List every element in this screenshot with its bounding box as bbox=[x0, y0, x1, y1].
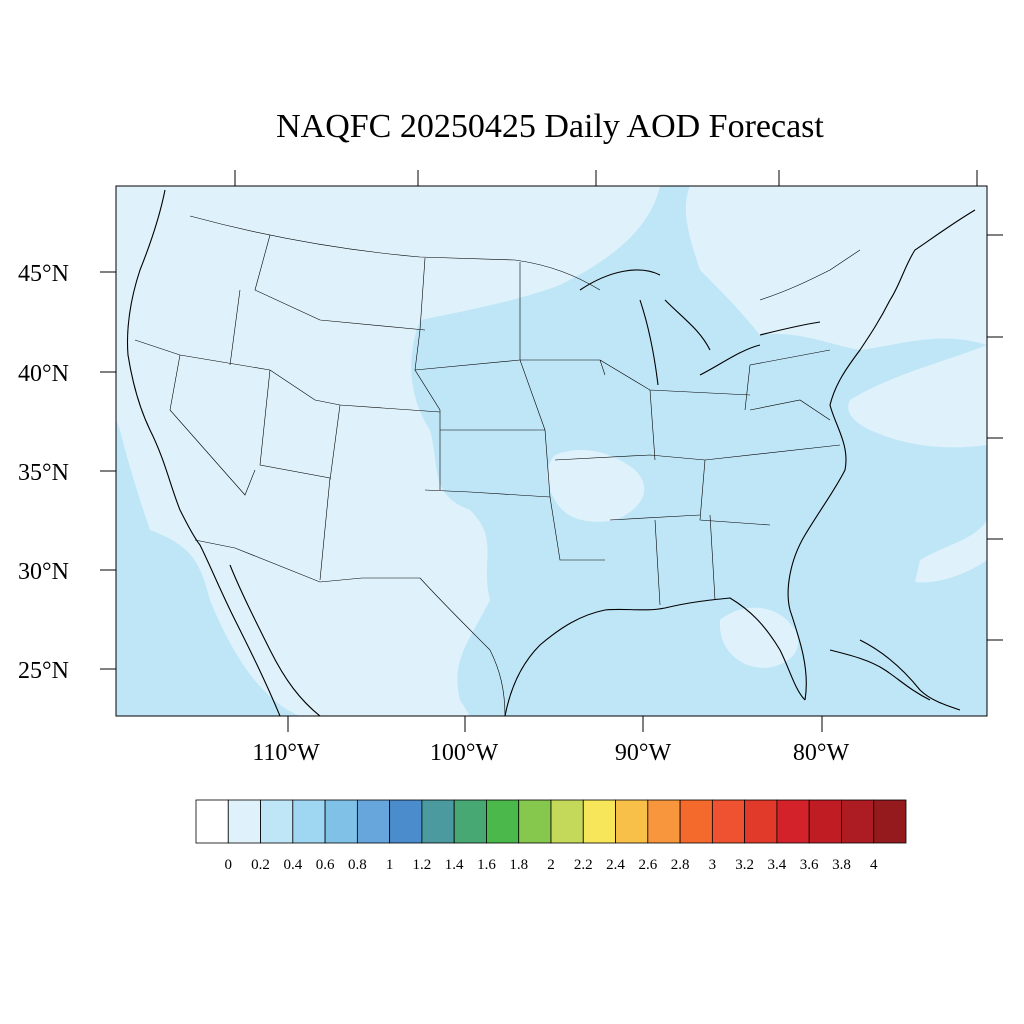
colorbar-swatch bbox=[324, 799, 358, 844]
gulf-coast bbox=[504, 597, 806, 716]
map-title: NAQFC 20250425 Daily AOD Forecast bbox=[276, 108, 824, 145]
lat-label-45: 45°N bbox=[18, 261, 69, 287]
colorbar-swatch bbox=[615, 799, 649, 844]
aod-low-region-florida bbox=[719, 607, 799, 668]
colorbar-swatch bbox=[841, 799, 875, 844]
right-ticks bbox=[987, 234, 1003, 641]
colorbar-swatch bbox=[356, 799, 391, 844]
map-frame bbox=[115, 185, 988, 717]
lon-label-90w: 90°W bbox=[615, 740, 672, 766]
colorbar-tick-label: 0.4 bbox=[283, 857, 302, 873]
colorbar-swatch bbox=[873, 799, 907, 844]
aod-low-region-northeast bbox=[685, 186, 987, 350]
coastlines bbox=[126, 189, 976, 716]
west-coast bbox=[126, 189, 281, 716]
aod-low-region-central bbox=[547, 450, 645, 522]
colorbar-swatch bbox=[647, 799, 681, 844]
aod-low-region-atlantic bbox=[848, 345, 987, 448]
colorbar-tick-label: 1.4 bbox=[445, 857, 464, 873]
colorbar-tick-label: 3.2 bbox=[735, 857, 754, 873]
east-coast bbox=[787, 209, 976, 701]
colorbar-tick-label: 0.6 bbox=[316, 857, 335, 873]
colorbar-tick-label: 3.8 bbox=[832, 857, 851, 873]
mexico-border bbox=[194, 539, 506, 716]
colorbar-labels: 0 0.2 0.4 0.6 0.8 1 1.2 1.4 1.6 1.8 2 2.2 2.4 2.6 2.8 3… bbox=[225, 857, 878, 873]
colorbar-tick-label: 2.4 bbox=[606, 857, 625, 873]
colorbar-tick-label: 1.8 bbox=[509, 857, 528, 873]
colorbar-swatch bbox=[486, 799, 520, 844]
lat-label-40: 40°N bbox=[18, 361, 69, 387]
baja-coast bbox=[229, 564, 321, 716]
yucatan-coast bbox=[859, 639, 961, 711]
colorbar-swatch bbox=[808, 799, 842, 844]
lat-label-25: 25°N bbox=[18, 658, 69, 684]
colorbar-swatch bbox=[389, 799, 423, 844]
colorbar-tick-label: 1.2 bbox=[413, 857, 432, 873]
colorbar-swatch bbox=[227, 799, 261, 844]
colorbar-swatch bbox=[453, 799, 487, 844]
colorbar-swatch bbox=[744, 799, 778, 844]
colorbar-tick-label: 0.8 bbox=[348, 857, 367, 873]
bottom-ticks bbox=[287, 716, 823, 732]
colorbar-swatch bbox=[195, 799, 229, 844]
colorbar-swatch bbox=[260, 799, 294, 844]
colorbar-tick-label: 0.2 bbox=[251, 857, 270, 873]
colorbar-tick-label: 4 bbox=[870, 857, 878, 873]
colorbar-swatch bbox=[711, 799, 746, 844]
top-ticks bbox=[234, 170, 978, 186]
lat-label-30: 30°N bbox=[18, 559, 69, 585]
canada-border bbox=[189, 215, 861, 301]
colorbar-swatch bbox=[292, 799, 326, 844]
state-borders bbox=[134, 215, 861, 716]
lon-label-100w: 100°W bbox=[430, 740, 499, 766]
aod-low-region-west bbox=[116, 186, 660, 716]
latitude-labels: 45°N 40°N 35°N 30°N 25°N bbox=[18, 261, 69, 684]
colorbar-tick-label: 1 bbox=[386, 857, 394, 873]
aod-low-region-caribbean bbox=[915, 520, 987, 583]
colorbar-tick-label: 3 bbox=[709, 857, 717, 873]
colorbar-swatch bbox=[421, 799, 455, 844]
colorbar-swatch bbox=[679, 799, 713, 844]
colorbar-tick-label: 2.8 bbox=[671, 857, 690, 873]
lon-label-80w: 80°W bbox=[793, 740, 850, 766]
cuba-coast bbox=[829, 649, 931, 701]
longitude-labels: 110°W 100°W 90°W 80°W bbox=[252, 740, 849, 766]
lat-label-35: 35°N bbox=[18, 460, 69, 486]
state-lines-east bbox=[414, 349, 841, 606]
great-lakes bbox=[579, 269, 821, 386]
colorbar-tick-label: 3.6 bbox=[800, 857, 819, 873]
colorbar-tick-label: 0 bbox=[225, 857, 233, 873]
left-ticks bbox=[100, 271, 116, 670]
aod-field-low-regions bbox=[116, 186, 987, 716]
map-panel bbox=[116, 186, 987, 716]
colorbar-swatch bbox=[518, 799, 552, 844]
colorbar-swatch bbox=[582, 799, 616, 844]
colorbar-tick-label: 2.2 bbox=[574, 857, 593, 873]
colorbar-swatch bbox=[776, 799, 810, 844]
colorbar bbox=[195, 799, 907, 844]
colorbar-tick-label: 1.6 bbox=[477, 857, 496, 873]
colorbar-tick-label: 2 bbox=[547, 857, 555, 873]
lon-label-110w: 110°W bbox=[252, 740, 320, 766]
colorbar-swatch bbox=[550, 799, 584, 844]
colorbar-tick-label: 3.4 bbox=[768, 857, 787, 873]
colorbar-tick-label: 2.6 bbox=[638, 857, 657, 873]
